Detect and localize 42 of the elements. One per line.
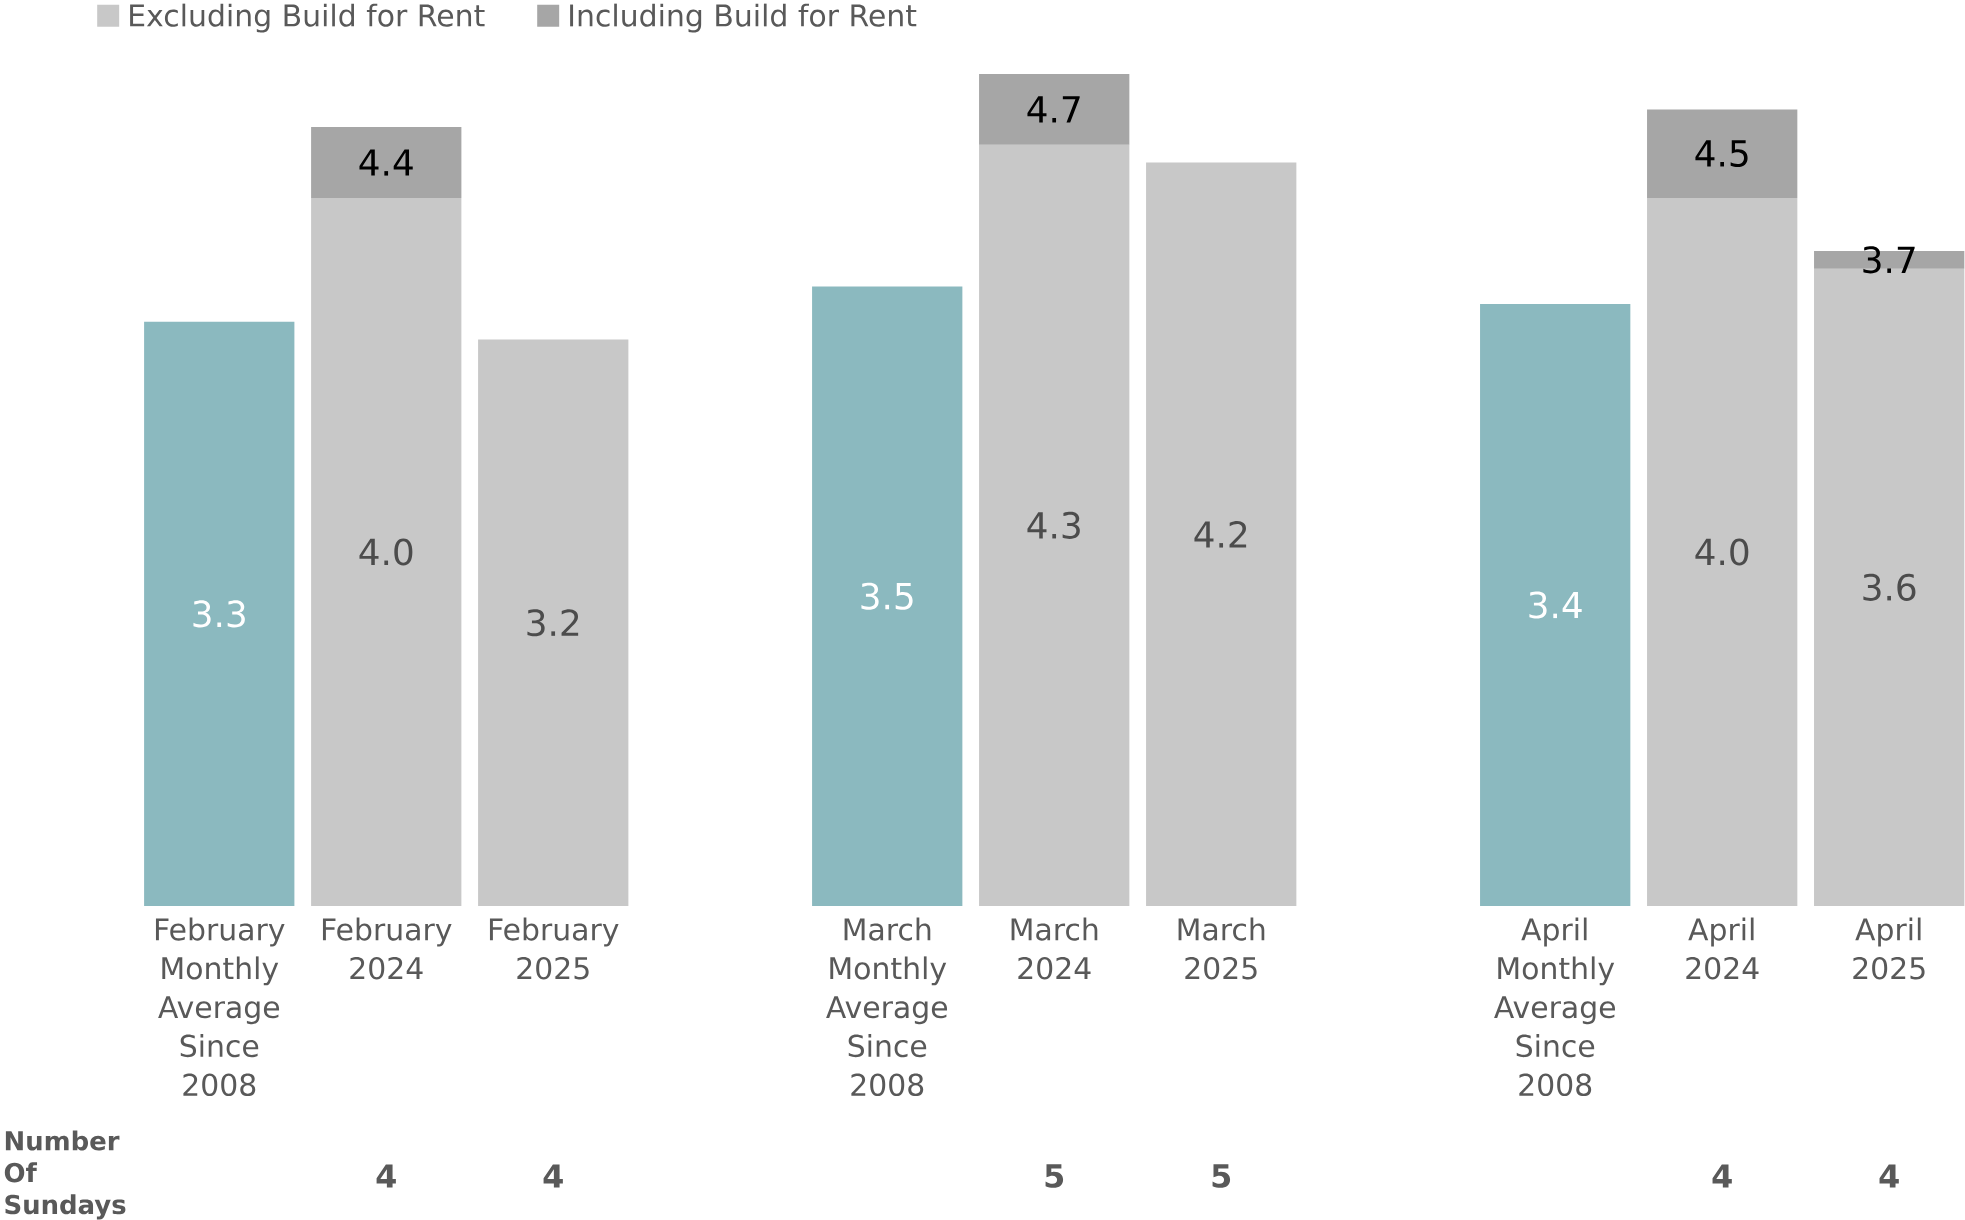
text: 4 bbox=[1712, 1164, 1732, 1188]
data-label: 3.6 bbox=[1863, 573, 1916, 601]
x-tick-label: February Monthly Average Since 2008 bbox=[155, 917, 285, 1097]
total-label: 4.5 bbox=[1695, 140, 1748, 167]
bar bbox=[1647, 197, 1798, 906]
x-tick-label: February 2024 bbox=[322, 917, 452, 980]
data-label: 4.0 bbox=[359, 538, 413, 566]
text: Number Of Sundays bbox=[4, 1130, 126, 1220]
bar bbox=[979, 144, 1130, 906]
data-label: 3.4 bbox=[1529, 591, 1582, 619]
x-tick-label: February 2025 bbox=[489, 917, 619, 980]
bar bbox=[311, 127, 462, 198]
x-tick-label: March 2024 bbox=[1011, 917, 1098, 980]
data-label: 3.5 bbox=[861, 582, 913, 610]
text: 5 bbox=[1212, 1164, 1231, 1188]
bar bbox=[979, 73, 1130, 145]
bar bbox=[1146, 162, 1297, 906]
bar bbox=[1480, 304, 1631, 906]
total-label: 4.4 bbox=[359, 149, 413, 176]
text: 5 bbox=[1045, 1164, 1064, 1188]
bar bbox=[311, 197, 462, 906]
x-tick-label: March Monthly Average Since 2008 bbox=[826, 917, 948, 1097]
data-label: 3.2 bbox=[527, 609, 579, 637]
legend-label: Including Build for Rent bbox=[570, 3, 917, 33]
text: 4 bbox=[1879, 1164, 1899, 1188]
bar bbox=[812, 286, 963, 906]
x-tick-label: April 2024 bbox=[1686, 917, 1759, 980]
x-tick-label: March 2025 bbox=[1178, 917, 1265, 980]
bar bbox=[478, 339, 629, 906]
data-label: 4.3 bbox=[1027, 511, 1080, 539]
data-label: 4.2 bbox=[1194, 520, 1247, 548]
text: 4 bbox=[543, 1164, 563, 1188]
data-label: 3.3 bbox=[193, 600, 245, 628]
text: 4 bbox=[376, 1164, 396, 1188]
x-tick-label: April Monthly Average Since 2008 bbox=[1494, 917, 1615, 1097]
bar bbox=[1647, 109, 1798, 198]
bar bbox=[144, 321, 295, 906]
legend-label: Excluding Build for Rent bbox=[130, 3, 485, 33]
x-tick-label: April 2025 bbox=[1853, 917, 1925, 980]
total-label: 4.7 bbox=[1027, 96, 1080, 123]
data-label: 4.0 bbox=[1695, 538, 1749, 566]
total-label: 3.7 bbox=[1863, 246, 1915, 274]
